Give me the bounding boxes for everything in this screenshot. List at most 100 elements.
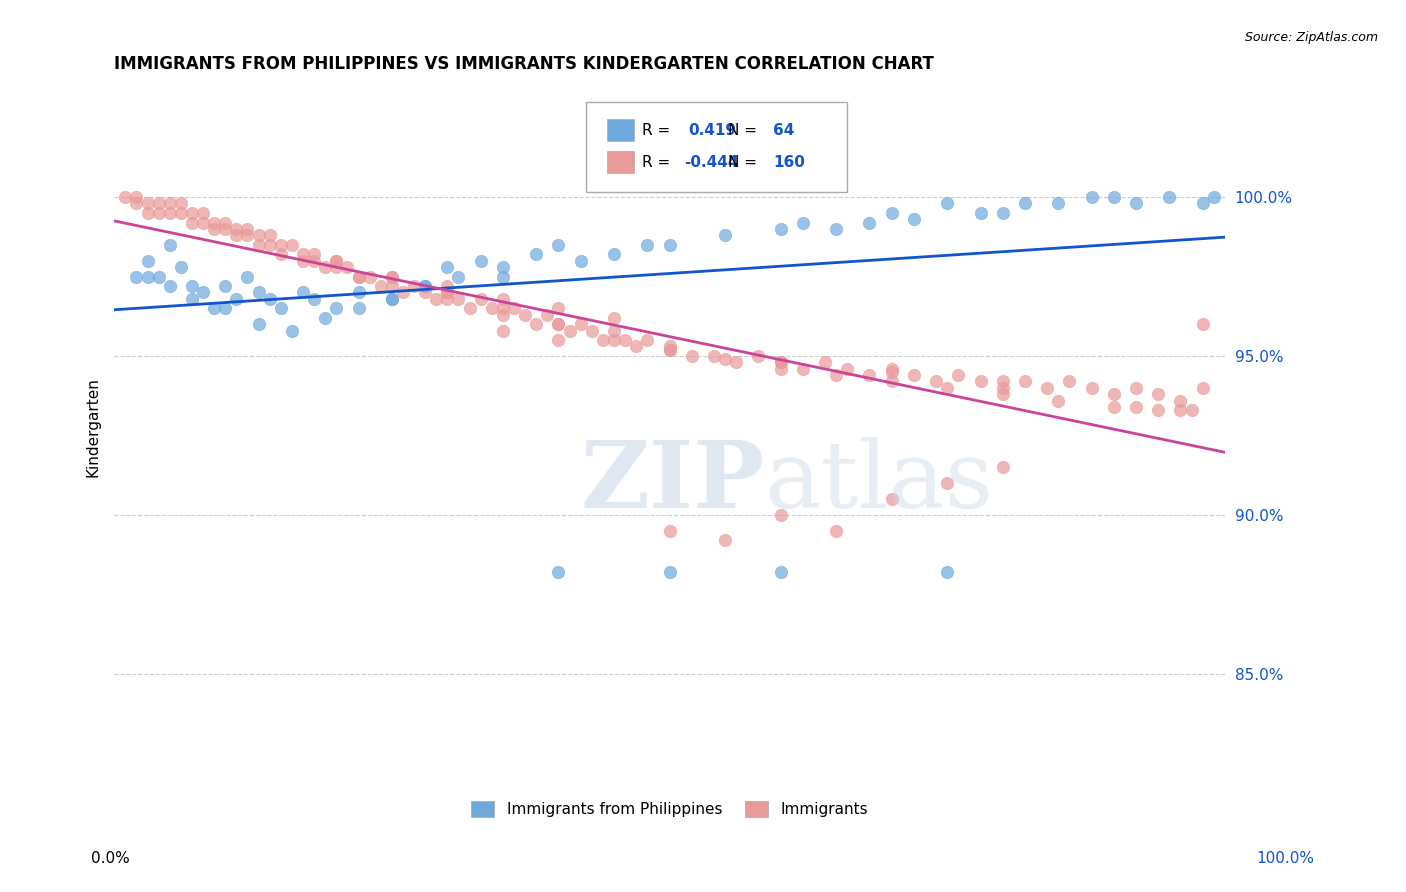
Point <box>202 301 225 316</box>
Point <box>936 381 959 395</box>
Point <box>481 301 503 316</box>
Point <box>658 565 681 579</box>
Point <box>136 206 159 220</box>
Point <box>991 460 1014 475</box>
Point <box>714 352 737 367</box>
Point <box>181 215 204 229</box>
Point <box>381 292 404 306</box>
Point <box>236 222 259 236</box>
Text: atlas: atlas <box>763 437 993 527</box>
Point <box>436 279 458 293</box>
Point <box>769 361 792 376</box>
Point <box>492 292 515 306</box>
Point <box>281 324 304 338</box>
Point <box>524 247 547 261</box>
Point <box>413 279 436 293</box>
Point <box>413 279 436 293</box>
Point <box>325 260 347 274</box>
Point <box>658 237 681 252</box>
Point <box>524 317 547 331</box>
Point <box>991 375 1014 389</box>
Point <box>191 285 214 300</box>
Point <box>569 253 592 268</box>
Point <box>814 355 837 369</box>
Point <box>1202 190 1225 204</box>
Point <box>513 308 536 322</box>
Point <box>936 196 959 211</box>
Point <box>413 285 436 300</box>
Point <box>880 375 903 389</box>
Y-axis label: Kindergarten: Kindergarten <box>86 377 100 477</box>
Point <box>1191 196 1213 211</box>
Point <box>170 260 193 274</box>
Point <box>347 301 370 316</box>
Point <box>569 317 592 331</box>
Point <box>725 355 748 369</box>
Point <box>247 285 270 300</box>
Point <box>503 301 526 316</box>
Point <box>792 215 814 229</box>
Point <box>191 215 214 229</box>
Point <box>636 333 658 347</box>
Point <box>792 361 814 376</box>
Point <box>681 349 703 363</box>
Point <box>547 565 569 579</box>
FancyBboxPatch shape <box>607 120 634 141</box>
Point <box>148 269 170 284</box>
Point <box>547 333 569 347</box>
Point <box>603 333 626 347</box>
Point <box>1102 387 1125 401</box>
Point <box>769 355 792 369</box>
Text: 160: 160 <box>773 155 804 169</box>
Point <box>259 237 281 252</box>
Point <box>547 237 569 252</box>
Point <box>181 206 204 220</box>
Point <box>1047 196 1070 211</box>
Point <box>447 269 470 284</box>
Point <box>614 333 637 347</box>
Point <box>470 292 492 306</box>
Point <box>236 228 259 243</box>
Point <box>1102 190 1125 204</box>
Point <box>1125 196 1147 211</box>
Point <box>1080 381 1102 395</box>
Point <box>825 368 848 383</box>
Point <box>181 292 204 306</box>
Point <box>214 279 236 293</box>
Point <box>470 253 492 268</box>
Point <box>225 292 247 306</box>
Point <box>547 317 569 331</box>
Point <box>1102 400 1125 414</box>
Point <box>1047 393 1070 408</box>
Point <box>136 269 159 284</box>
Point <box>125 269 148 284</box>
Point <box>969 375 991 389</box>
Point <box>936 476 959 491</box>
Point <box>370 279 392 293</box>
Point <box>1014 196 1036 211</box>
Point <box>436 292 458 306</box>
Point <box>347 269 370 284</box>
Point <box>624 339 647 353</box>
Point <box>314 310 336 325</box>
Point <box>880 361 903 376</box>
Point <box>492 269 515 284</box>
Point <box>1147 403 1170 417</box>
Point <box>714 228 737 243</box>
Text: 64: 64 <box>773 123 794 137</box>
Point <box>247 228 270 243</box>
Point <box>880 492 903 507</box>
Point <box>259 292 281 306</box>
Point <box>948 368 970 383</box>
Point <box>991 206 1014 220</box>
Point <box>159 279 181 293</box>
Point <box>1036 381 1059 395</box>
Point <box>302 247 325 261</box>
Point <box>381 269 404 284</box>
Point <box>1125 400 1147 414</box>
Point <box>159 196 181 211</box>
Point <box>1059 375 1081 389</box>
Point <box>747 349 769 363</box>
Point <box>114 190 136 204</box>
Point <box>136 253 159 268</box>
